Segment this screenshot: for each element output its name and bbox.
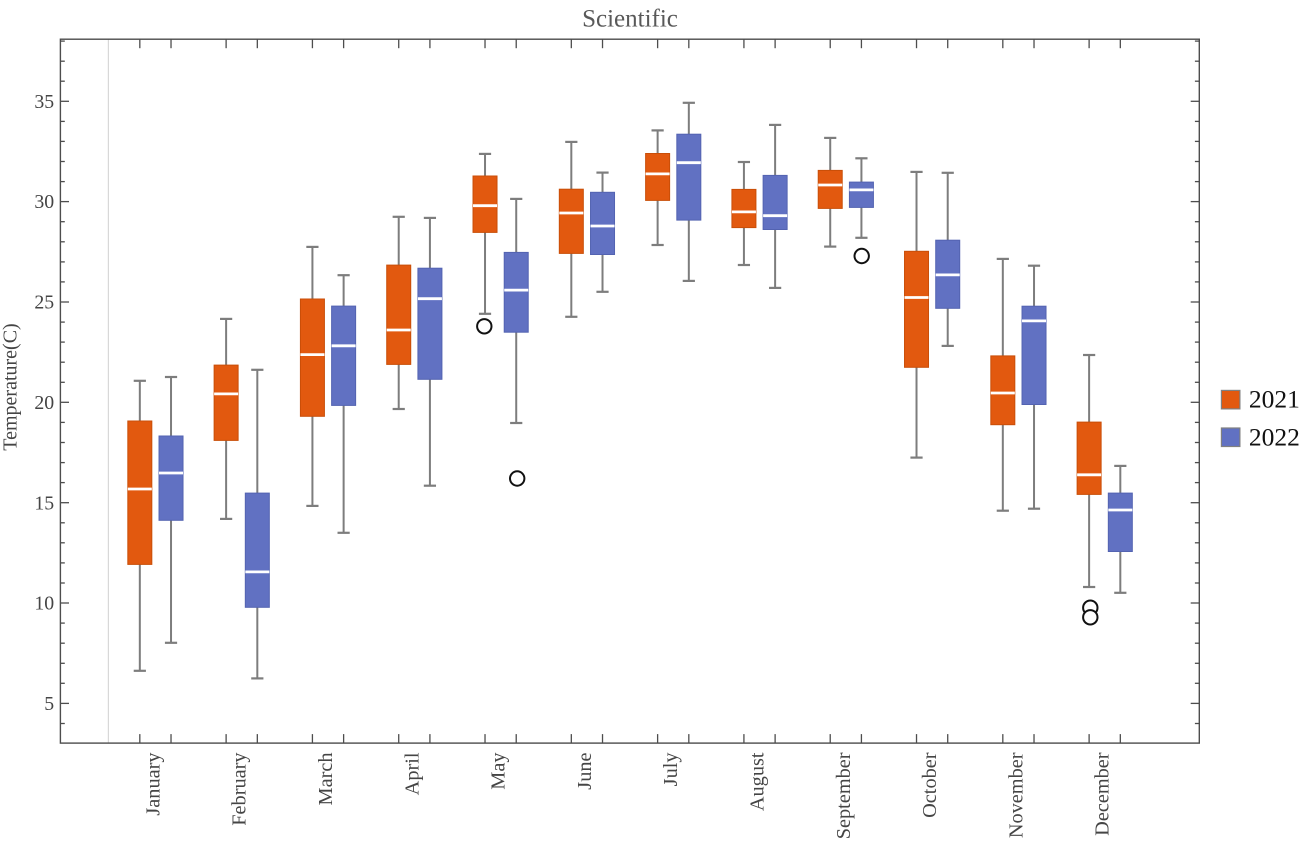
svg-text:30: 30 <box>34 191 54 213</box>
svg-text:April: April <box>401 752 423 795</box>
svg-text:15: 15 <box>34 492 54 514</box>
svg-text:5: 5 <box>44 693 54 715</box>
svg-text:August: August <box>747 752 769 811</box>
svg-text:Scientific: Scientific <box>582 5 678 32</box>
svg-text:20: 20 <box>34 392 54 414</box>
svg-text:25: 25 <box>34 292 54 314</box>
svg-text:June: June <box>574 753 596 790</box>
svg-text:May: May <box>488 752 510 790</box>
svg-text:September: September <box>833 752 855 839</box>
svg-text:35: 35 <box>34 91 54 113</box>
svg-text:2021: 2021 <box>1249 385 1300 414</box>
svg-text:October: October <box>919 752 941 818</box>
svg-text:March: March <box>315 753 337 806</box>
svg-text:November: November <box>1005 752 1027 838</box>
svg-text:Temperature(C): Temperature(C) <box>0 323 22 450</box>
svg-text:10: 10 <box>34 593 54 615</box>
svg-text:February: February <box>229 752 251 826</box>
svg-text:July: July <box>660 752 682 787</box>
svg-text:December: December <box>1092 752 1114 836</box>
svg-text:2022: 2022 <box>1249 422 1300 451</box>
svg-text:January: January <box>142 752 164 816</box>
